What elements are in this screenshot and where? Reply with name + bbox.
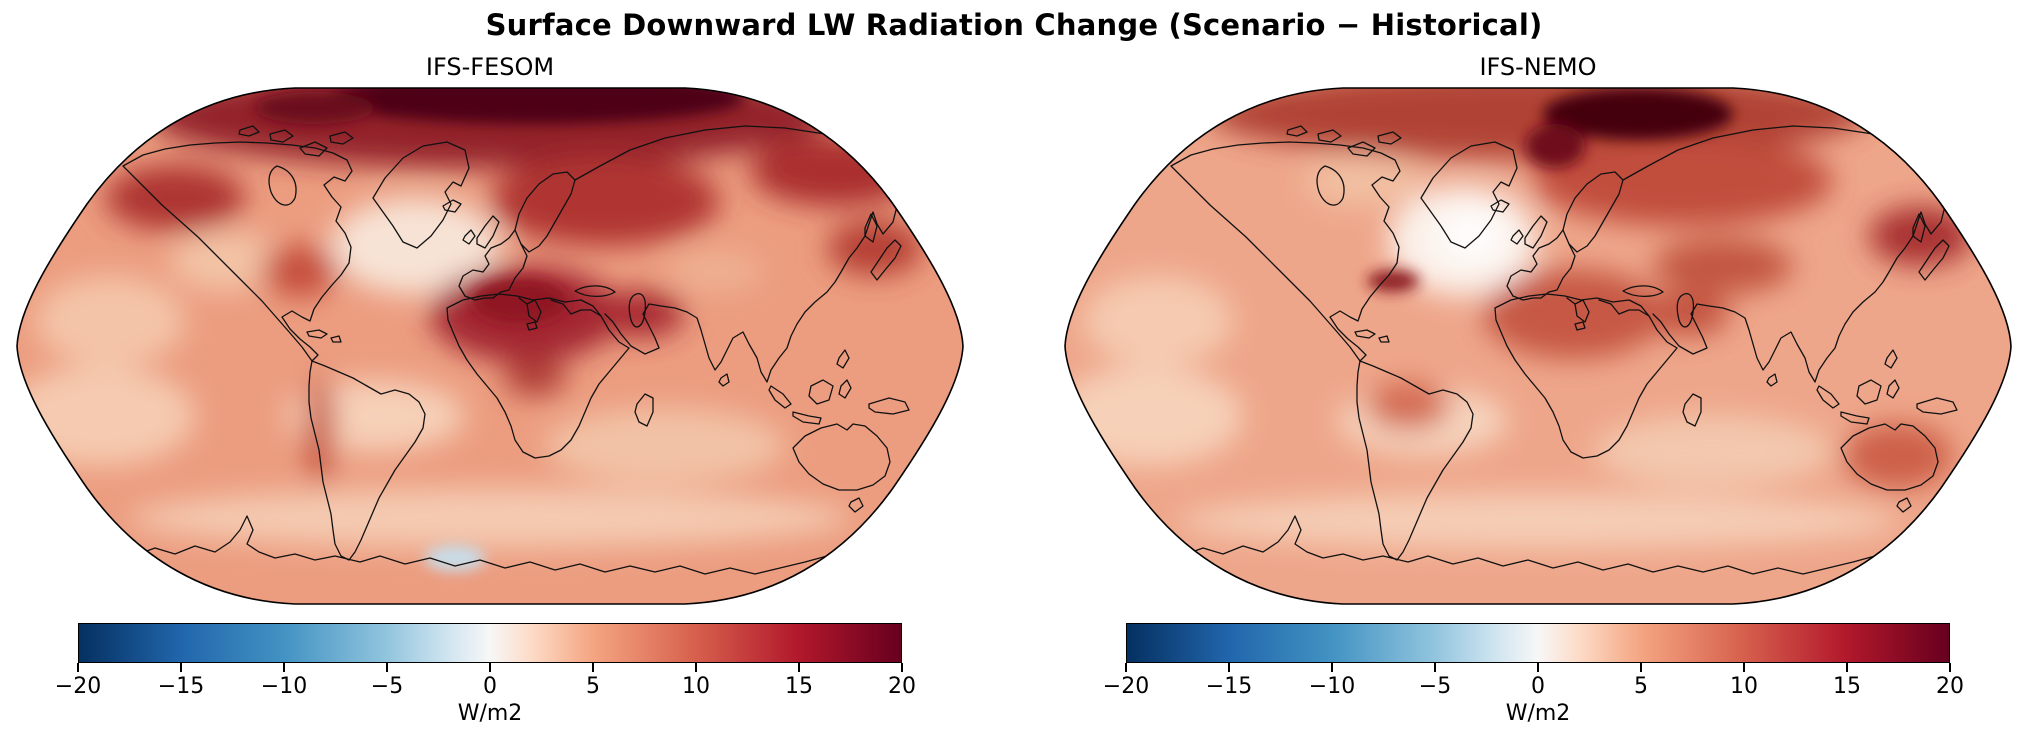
- colorbar-tick: [489, 663, 491, 672]
- colorbar-tick: [1537, 663, 1539, 672]
- colorbar-tick-label: 20: [1936, 674, 1964, 699]
- colorbar-tick-label: −20: [54, 674, 102, 699]
- colorbar-tick-label: −5: [1418, 674, 1452, 699]
- colorbar-tick: [1434, 663, 1436, 672]
- colorbar-tick: [77, 663, 79, 672]
- colorbar-unit-label: W/m2: [457, 701, 523, 726]
- colorbar-tick-label: −15: [157, 674, 205, 699]
- colorbar-tick: [1331, 663, 1333, 672]
- colorbar-tick-label: 10: [1730, 674, 1758, 699]
- colorbar-tick: [1949, 663, 1951, 672]
- colorbar-tick: [1228, 663, 1230, 672]
- colorbar-tick-label: 5: [586, 674, 600, 699]
- colorbar-tick: [1846, 663, 1848, 672]
- panel-ifs-nemo: IFS-NEMO: [1063, 52, 2013, 726]
- colorbar-tick: [1743, 663, 1745, 672]
- colorbar-tick-label: 5: [1634, 674, 1648, 699]
- colorbar-ticks: [77, 663, 903, 672]
- colorbar-tick-label: −10: [260, 674, 308, 699]
- colorbar-tick-label: 0: [1531, 674, 1545, 699]
- colorbar-unit-label: W/m2: [1505, 701, 1571, 726]
- map-ifs-nemo: [1064, 87, 2012, 605]
- colorbar-tick: [283, 663, 285, 672]
- colorbar-tick: [386, 663, 388, 672]
- colorbar-tick-label: −15: [1205, 674, 1253, 699]
- panel-title: IFS-FESOM: [425, 53, 555, 81]
- colorbar-tick: [180, 663, 182, 672]
- colorbar-tick: [695, 663, 697, 672]
- panel-title: IFS-NEMO: [1479, 53, 1597, 81]
- colorbar-tick-labels: −20 −15 −10 −5 0 5 10 15 20: [1103, 672, 1964, 700]
- panel-ifs-fesom: IFS-FESOM: [15, 52, 965, 726]
- colorbar-tick-label: 15: [1833, 674, 1861, 699]
- colorbar-tick: [1125, 663, 1127, 672]
- colorbar-ticks: [1125, 663, 1951, 672]
- colorbar-tick: [1640, 663, 1642, 672]
- colorbar-tick-label: 0: [483, 674, 497, 699]
- colorbar-gradient: [78, 623, 902, 663]
- colorbar-gradient: [1126, 623, 1950, 663]
- map-ifs-fesom: [16, 87, 964, 605]
- colorbar-tick-labels: −20 −15 −10 −5 0 5 10 15 20: [55, 672, 916, 700]
- colorbar-tick-label: 15: [785, 674, 813, 699]
- colorbar-ifs-fesom: −20 −15 −10 −5 0 5 10 15 20 W/m2: [55, 623, 916, 726]
- colorbar-tick-label: −10: [1308, 674, 1356, 699]
- colorbar-tick-label: −5: [370, 674, 404, 699]
- colorbar-tick-label: 10: [682, 674, 710, 699]
- colorbar-tick-label: −20: [1102, 674, 1150, 699]
- colorbar-tick: [592, 663, 594, 672]
- figure-title: Surface Downward LW Radiation Change (Sc…: [485, 8, 1543, 42]
- colorbar-tick: [798, 663, 800, 672]
- colorbar-tick: [901, 663, 903, 672]
- colorbar-ifs-nemo: −20 −15 −10 −5 0 5 10 15 20 W/m2: [1103, 623, 1964, 726]
- colorbar-tick-label: 20: [888, 674, 916, 699]
